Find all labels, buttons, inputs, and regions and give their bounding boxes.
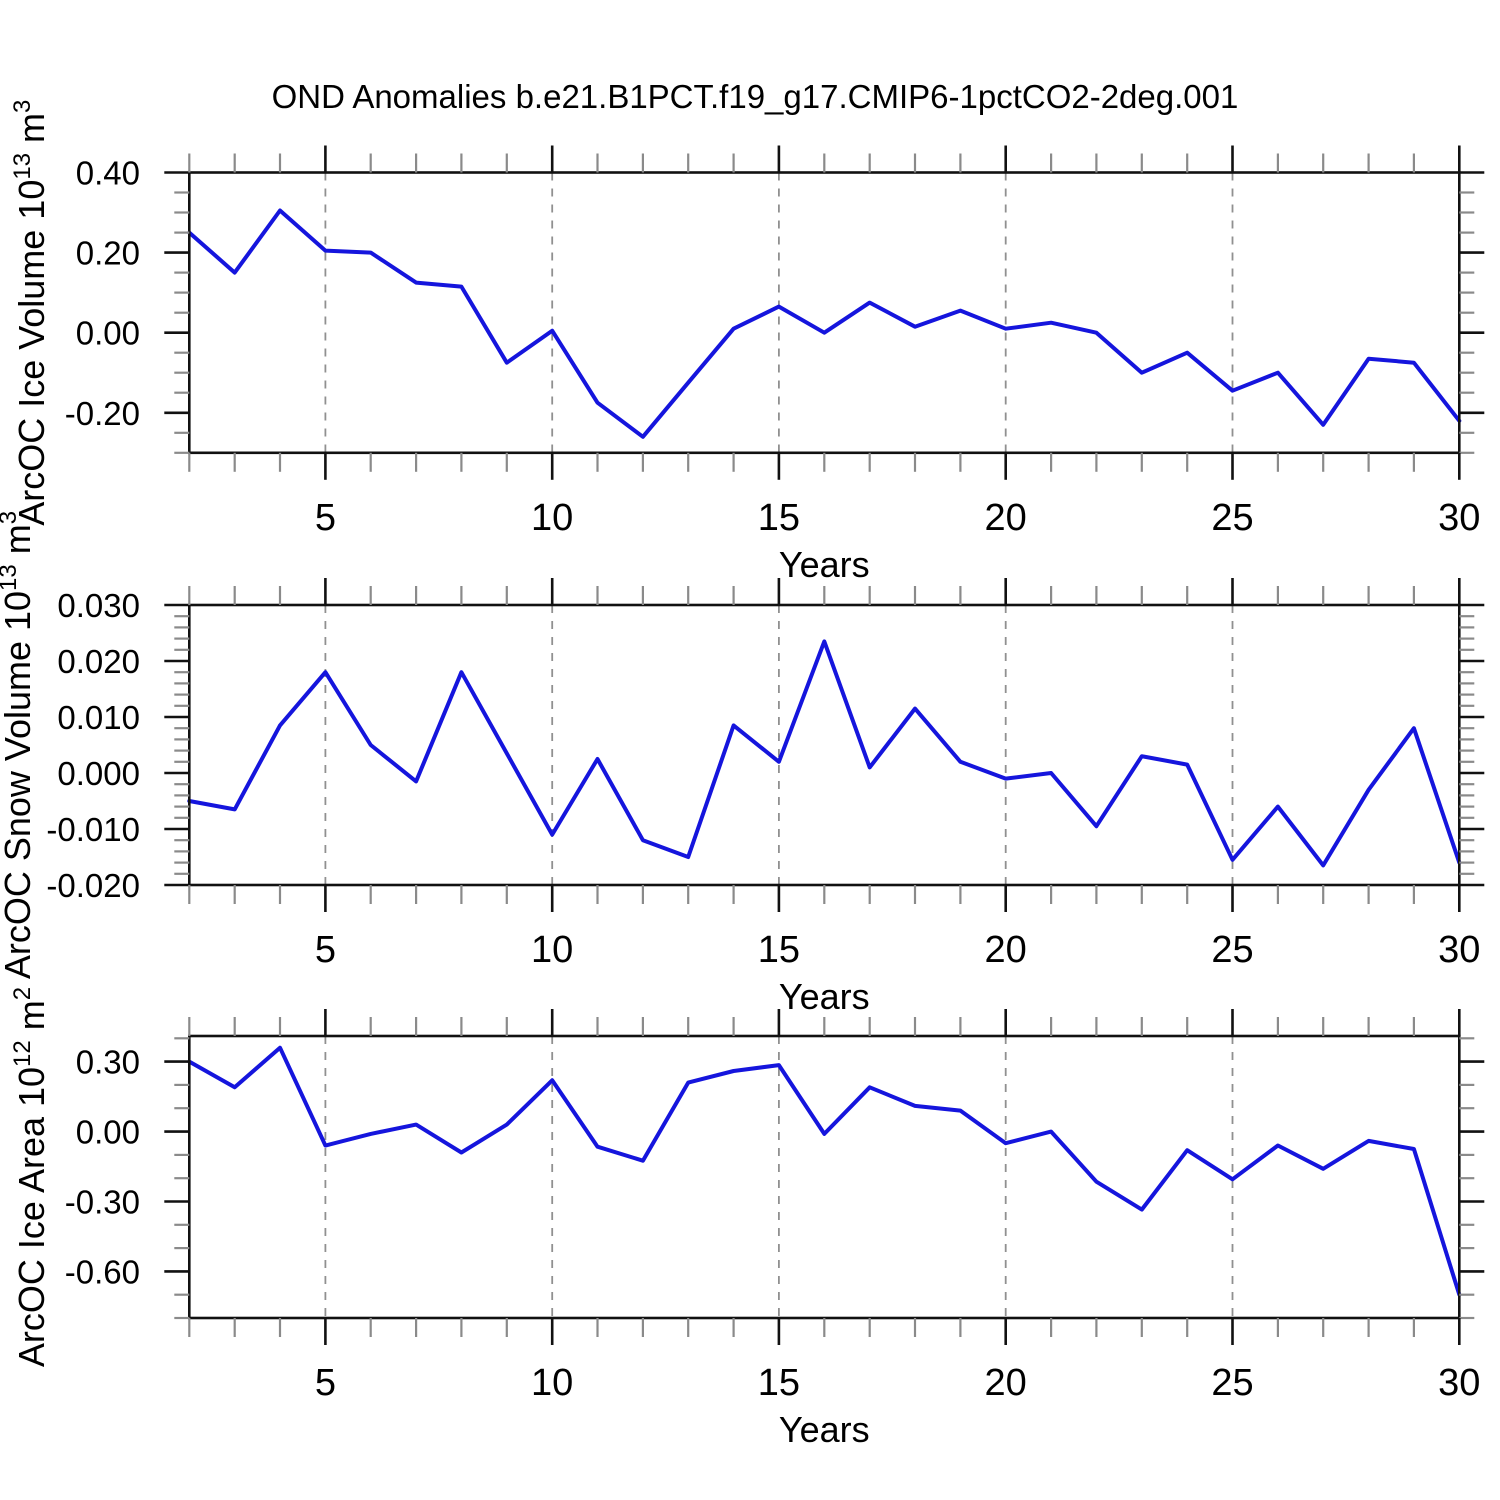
y-tick-label: 0.010	[57, 699, 140, 736]
chart-title: OND Anomalies b.e21.B1PCT.f19_g17.CMIP6-…	[272, 78, 1239, 115]
x-tick-label: 30	[1438, 1362, 1480, 1404]
y-tick-label: 0.000	[57, 755, 140, 792]
x-axis-title: Years	[779, 1409, 870, 1450]
series-line	[187, 208, 1462, 439]
y-tick-label: -0.30	[65, 1184, 140, 1221]
y-tick-label: 0.00	[76, 1114, 140, 1151]
x-tick-label: 25	[1211, 929, 1253, 971]
x-tick-label: 25	[1211, 497, 1253, 539]
x-tick-label: 10	[531, 497, 573, 539]
x-tick-label: 5	[315, 929, 336, 971]
x-tick-label: 20	[985, 1362, 1027, 1404]
x-tick-label: 10	[531, 929, 573, 971]
y-axis-title: ArcOC Ice Area 1012 m2	[9, 987, 52, 1367]
y-tick-label: 0.40	[76, 155, 140, 192]
x-tick-label: 15	[758, 1362, 800, 1404]
panel-arcoc-snow-volume: 0.030 0.020 0.010 0.000 -0.010 -0.020 5 10 15 20 2…	[0, 511, 1485, 1017]
x-tick-label: 20	[985, 497, 1027, 539]
y-tick-label: -0.60	[65, 1253, 140, 1290]
x-axis-title: Years	[779, 976, 870, 1017]
series-line	[187, 1045, 1462, 1297]
plot-frame	[188, 171, 1461, 455]
y-axis-title: ArcOC Ice Volume 1013 m3	[9, 100, 52, 526]
x-tick-label: 15	[758, 497, 800, 539]
y-axis-title-sup: 3	[0, 511, 22, 524]
y-axis-title-sup: 13	[0, 564, 22, 591]
y-tick-label: 0.30	[76, 1044, 140, 1081]
y-axis-title-text: m	[0, 524, 38, 564]
x-tick-label: 10	[531, 1362, 573, 1404]
y-axis-title-text: ArcOC Snow Volume 10	[0, 591, 38, 979]
x-tick-label: 15	[758, 929, 800, 971]
y-tick-label: 0.00	[76, 315, 140, 352]
y-tick-label: 0.020	[57, 643, 140, 680]
y-axis-title-sup: 2	[9, 987, 36, 1000]
plot-frame	[188, 1034, 1461, 1320]
series-line	[187, 639, 1462, 868]
y-axis-title-sup: 13	[9, 153, 36, 180]
x-axis-title: Years	[779, 544, 870, 585]
x-tick-label: 5	[315, 497, 336, 539]
panel-arcoc-ice-volume: 0.40 0.20 0.00 -0.20 5 10 15 20 25 30 Years ArcOC I…	[9, 100, 1485, 585]
x-tick-label: 5	[315, 1362, 336, 1404]
y-tick-label: -0.020	[46, 867, 140, 904]
y-axis-title-text: ArcOC Ice Area 10	[11, 1067, 52, 1367]
x-tick-label: 30	[1438, 497, 1480, 539]
y-axis-title-sup: 3	[9, 100, 36, 113]
y-tick-label: 0.030	[57, 587, 140, 624]
y-tick-label: 0.20	[76, 235, 140, 272]
x-tick-label: 20	[985, 929, 1027, 971]
y-axis-title-text: m	[11, 1000, 52, 1040]
y-axis-title-text: m	[11, 113, 52, 153]
y-axis-title-text: ArcOC Ice Volume 10	[11, 180, 52, 526]
y-tick-label: -0.20	[65, 395, 140, 432]
y-axis-title: ArcOC Snow Volume 1013 m3	[0, 511, 38, 979]
y-tick-label: -0.010	[46, 811, 140, 848]
panel-arcoc-ice-area: 0.30 0.00 -0.30 -0.60 5 10 15 20 25 30 Years ArcOC …	[9, 987, 1485, 1450]
x-tick-label: 25	[1211, 1362, 1253, 1404]
x-tick-label: 30	[1438, 929, 1480, 971]
y-axis-title-sup: 12	[9, 1040, 36, 1067]
